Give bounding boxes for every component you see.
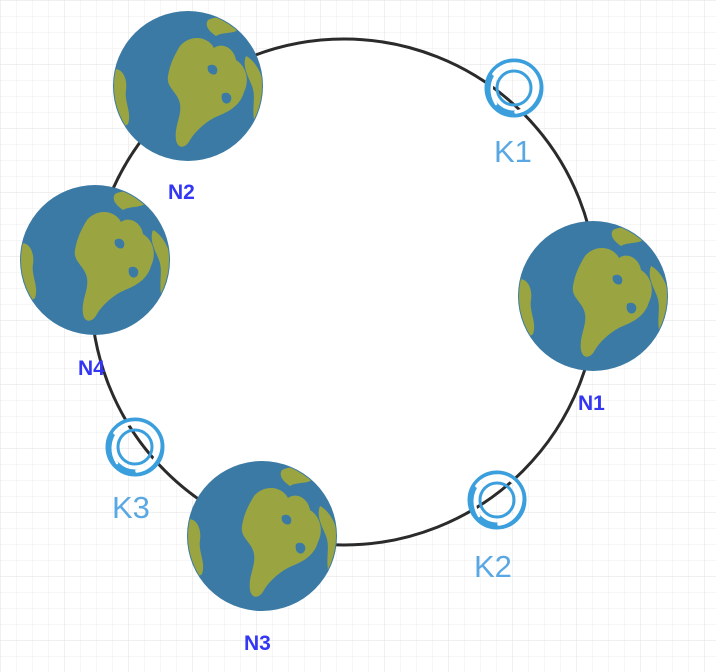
node-n2[interactable]: N2 <box>110 11 264 204</box>
node-label-n3: N3 <box>244 632 271 655</box>
key-k1[interactable]: K1 <box>488 62 540 169</box>
node-n1[interactable]: N1 <box>515 221 669 415</box>
key-label-k2: K2 <box>474 549 512 584</box>
key-label-k3: K3 <box>112 490 150 525</box>
key-k3[interactable]: K3 <box>109 421 161 525</box>
node-label-n4: N4 <box>78 357 105 380</box>
key-k2[interactable]: K2 <box>471 474 523 584</box>
node-label-n1: N1 <box>578 392 605 415</box>
node-n3[interactable]: N3 <box>184 461 338 655</box>
key-label-k1: K1 <box>494 134 532 169</box>
node-n4[interactable]: N4 <box>17 185 171 380</box>
node-label-n2: N2 <box>168 181 195 204</box>
